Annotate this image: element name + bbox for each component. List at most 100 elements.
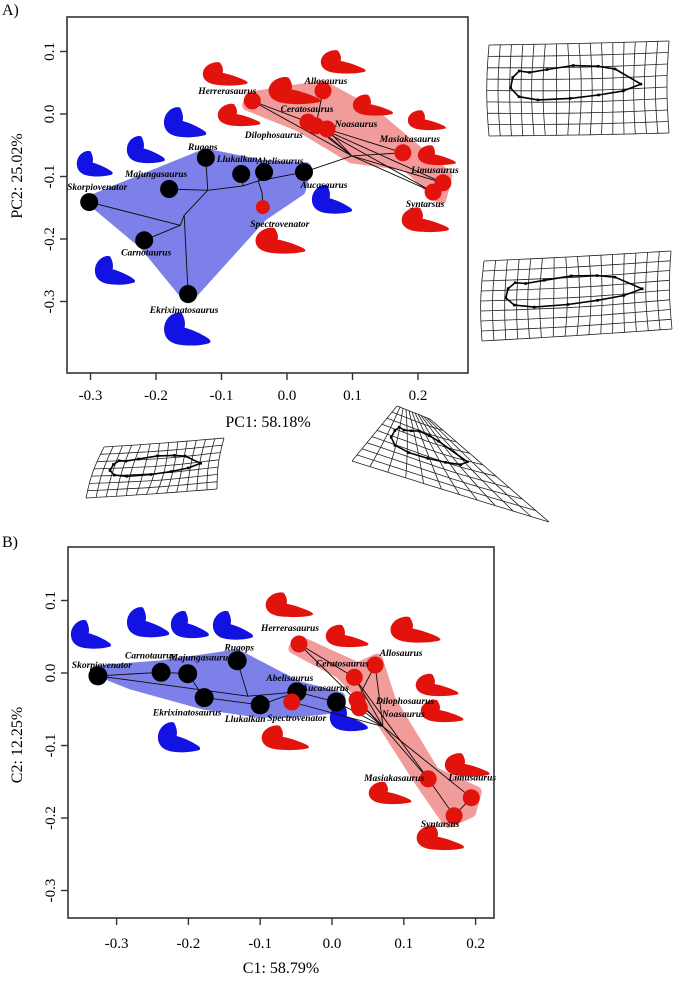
phylogeny-edge (183, 189, 209, 216)
panel-a-plot-area: Skorpiovenator Carnotaurus Majungasaurus Ru… (42, 16, 469, 404)
x-tick-label: -0.2 (144, 388, 168, 404)
data-point-aucasaurus (326, 692, 346, 712)
landmark-point (532, 305, 536, 309)
grid-line-vertical (578, 43, 582, 136)
grid-line-horizontal (480, 309, 671, 322)
x-tick-label: 0.0 (278, 388, 297, 404)
skull-silhouette-blue (170, 610, 209, 639)
grid-line-vertical (136, 443, 151, 496)
grid-line-vertical (564, 257, 568, 337)
taxon-label-majungasaurus: Majungasaurus (124, 170, 188, 180)
taxon-label-carnotaurus: Carnotaurus (121, 248, 171, 258)
x-tick-label: -0.1 (210, 388, 234, 404)
landmark-point (571, 64, 575, 67)
panel-b-y-axis-title: C2: 12.25% (9, 707, 26, 783)
grid-line-vertical (417, 414, 478, 501)
landmark-point (536, 98, 540, 102)
taxon-label-aucasaurus: Aucasaurus (301, 684, 349, 694)
landmark-point (393, 429, 397, 432)
skull-silhouette-red (390, 616, 441, 643)
grid-line-horizontal (481, 270, 670, 282)
grid-line-vertical (115, 445, 133, 497)
landmark-point (513, 281, 517, 284)
y-tick-label: 0.1 (42, 42, 58, 61)
grid-line-horizontal (481, 279, 670, 292)
x-tick-label: 0.1 (394, 936, 413, 952)
grid-line-horizontal (103, 437, 225, 448)
skull-silhouette-red (268, 76, 321, 105)
landmark-point (418, 429, 421, 433)
grid-line-vertical (589, 43, 593, 135)
skull-silhouette-red (265, 592, 313, 618)
grid-line-vertical (216, 437, 225, 489)
grid-line-vertical (509, 44, 512, 136)
upper-right-grid (486, 40, 670, 137)
landmark-point (595, 274, 599, 277)
phylogeny-edge (242, 180, 259, 187)
data-point-limusaurus (462, 789, 480, 807)
landmark-point (597, 93, 600, 97)
taxon-label-skorpiovenator: Skorpiovenator (72, 661, 132, 671)
grid-line-vertical (633, 41, 636, 134)
skull-silhouette-red (368, 781, 412, 805)
taxon-label-abelisaurus: Abelisaurus (265, 674, 313, 684)
landmark-point (640, 287, 644, 291)
grid-line-horizontal (488, 52, 669, 57)
landmark-point (517, 95, 521, 98)
landmark-point (613, 275, 617, 279)
grid-line-vertical (552, 257, 555, 337)
landmark-point (183, 454, 187, 458)
taxon-label-herrerasaurus: Herrerasaurus (197, 87, 256, 97)
grid-line-horizontal (486, 86, 668, 92)
y-tick-label: -0.2 (42, 227, 58, 251)
grid-line-vertical (623, 253, 625, 333)
landmark-point (397, 425, 401, 429)
grid-line-horizontal (481, 318, 672, 332)
grid-line-horizontal (483, 250, 672, 262)
landmark-point (169, 470, 173, 473)
grid-line-horizontal (488, 40, 670, 46)
landmark-point (389, 436, 393, 439)
taxon-label-allosaurus: Allosaurus (379, 649, 423, 659)
skull-landmark-outline (509, 64, 642, 101)
grid-line-vertical (588, 255, 592, 335)
landmark-point (112, 463, 115, 466)
grid-line-vertical (408, 410, 424, 484)
taxon-label-herrerasaurus: Herrerasaurus (260, 624, 319, 634)
taxon-label-masiakasaurus: Masiakasaurus (379, 135, 440, 145)
skull-silhouette-red (217, 103, 261, 127)
skull-silhouette-red (420, 699, 464, 723)
grid-line-vertical (426, 417, 532, 517)
y-tick-label: -0.3 (43, 879, 59, 903)
data-point-noasaurus (318, 120, 336, 138)
convex-hull-abelisaurids (86, 148, 312, 304)
grid-line-vertical (516, 259, 520, 340)
phylogeny-edge (179, 215, 185, 226)
grid-line-vertical (196, 439, 206, 491)
skull-silhouette-red (444, 753, 490, 777)
data-point-rugops (227, 651, 247, 671)
grid-line-horizontal (480, 299, 670, 312)
skull-silhouette-red (417, 145, 456, 166)
skull-landmark-outline (504, 274, 644, 308)
panel-a-tag: A) (2, 2, 19, 19)
landmark-point (437, 439, 440, 443)
landmark-point (393, 443, 397, 447)
taxon-label-spectrovenator: Spectrovenator (267, 714, 326, 724)
x-tick-label: -0.3 (105, 936, 129, 952)
skull-silhouette-red (416, 825, 464, 851)
grid-line-vertical (644, 41, 647, 134)
data-point-llukalkan (232, 165, 251, 183)
landmark-point (459, 463, 463, 466)
data-point-ceratosaurus (345, 668, 363, 686)
phylogeny-edge (89, 201, 181, 226)
phylogeny-edge (326, 128, 404, 154)
grid-line-vertical (95, 446, 114, 498)
landmark-point (566, 303, 570, 306)
landmark-point (511, 76, 514, 79)
data-point-noasaurus (350, 699, 368, 717)
grid-line-vertical (423, 416, 514, 512)
grid-line-horizontal (87, 481, 218, 492)
x-tick-label: 0.2 (409, 388, 428, 404)
taxon-label-noasaurus: Noasaurus (381, 710, 425, 720)
